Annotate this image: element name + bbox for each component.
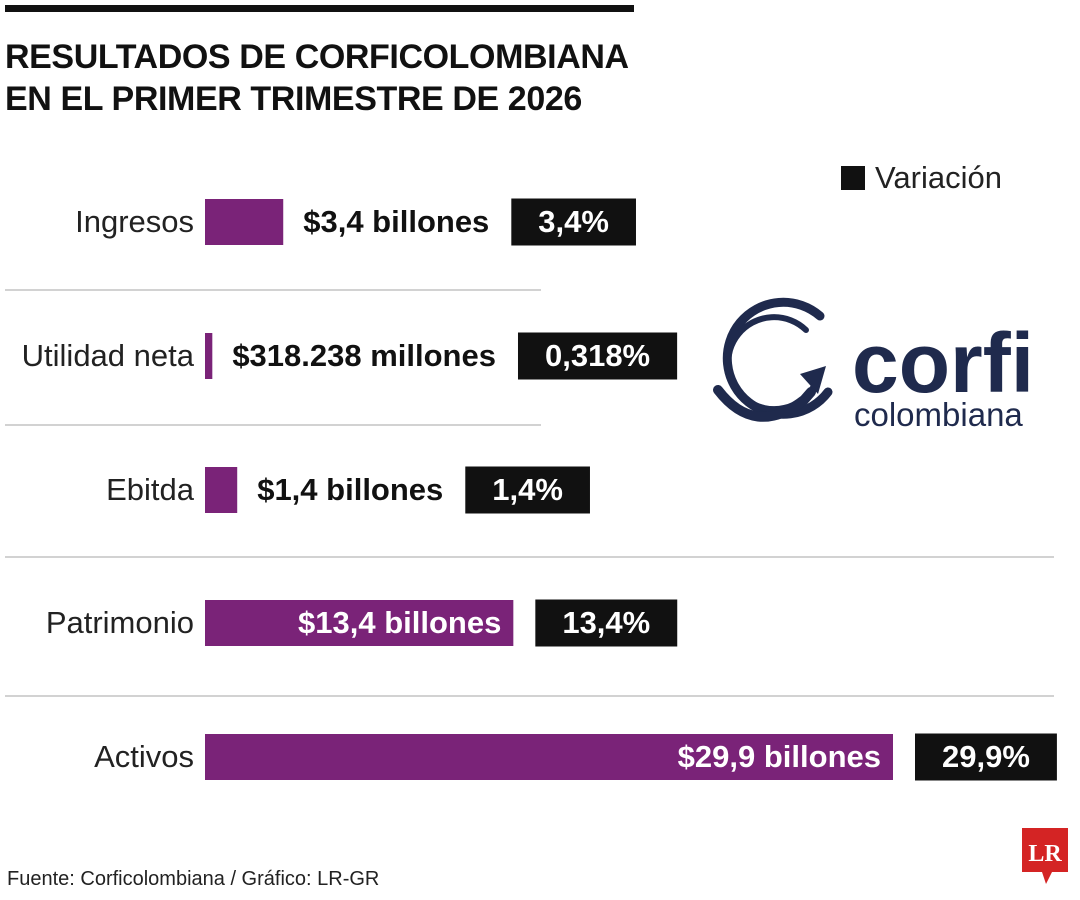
category-label: Utilidad neta (22, 338, 195, 373)
value-label: $3,4 billones (303, 204, 489, 239)
category-label: Ebitda (106, 472, 195, 507)
variation-label: 13,4% (562, 605, 650, 640)
variation-badge (535, 599, 678, 647)
variation-label: 1,4% (492, 472, 563, 507)
variation-badge (915, 733, 1057, 781)
variation-badge (465, 466, 590, 514)
top-rule (5, 5, 634, 12)
legend-label: Variación (875, 160, 1002, 195)
logo-swoosh-icon (713, 297, 833, 422)
bar (205, 199, 284, 245)
variation-label: 3,4% (538, 204, 609, 239)
legend-swatch (841, 166, 865, 190)
value-label: $318.238 millones (232, 338, 496, 373)
category-label: Activos (94, 739, 194, 774)
variation-badge (517, 332, 678, 380)
source-note: Fuente: Corficolombiana / Gráfico: LR-GR (7, 868, 380, 890)
logo-subtitle: colombiana (854, 396, 1023, 433)
lr-logo-text: LR (1028, 841, 1062, 867)
title-line-1: RESULTADOS DE CORFICOLOMBIANA (5, 38, 629, 76)
variation-label: 0,318% (545, 338, 650, 373)
lr-logo-icon: LR (1022, 828, 1068, 884)
legend: Variación (841, 160, 1002, 196)
title-line-2: EN EL PRIMER TRIMESTRE DE 2026 (5, 80, 582, 118)
variation-label: 29,9% (942, 739, 1030, 774)
chart-title: RESULTADOS DE CORFICOLOMBIANA EN EL PRIM… (5, 36, 705, 120)
bar (205, 600, 514, 646)
logo-wordmark: corfi (852, 316, 1034, 410)
bar (205, 467, 238, 513)
value-label: $29,9 billones (678, 739, 881, 774)
category-label: Patrimonio (46, 605, 194, 640)
bar (205, 333, 213, 379)
value-label: $1,4 billones (257, 472, 443, 507)
variation-badge (511, 198, 636, 246)
corficolombiana-logo: corfi colombiana (713, 297, 1034, 433)
value-label: $13,4 billones (298, 605, 501, 640)
bar (205, 734, 893, 780)
category-label: Ingresos (75, 204, 194, 239)
